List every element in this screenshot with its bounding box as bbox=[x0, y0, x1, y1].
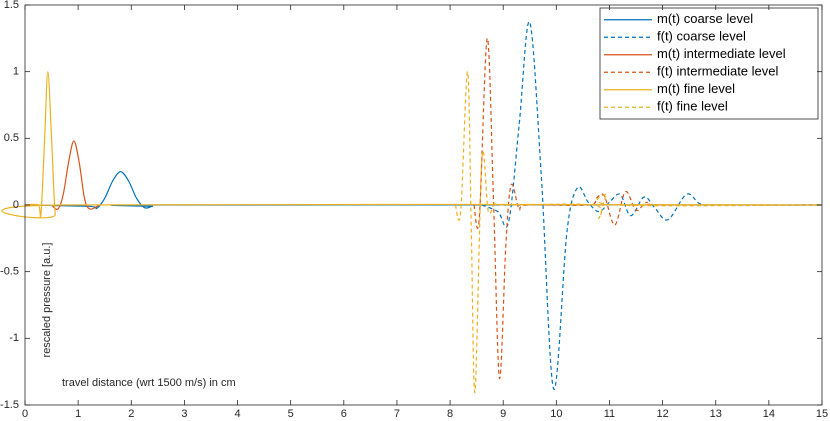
x-tick-label: 12 bbox=[656, 408, 668, 420]
y-tick-label: 1.5 bbox=[4, 0, 19, 11]
y-tick-label: 1 bbox=[13, 66, 19, 78]
x-tick-label: 7 bbox=[394, 408, 400, 420]
y-tick-label: -1.5 bbox=[0, 399, 19, 411]
legend-box bbox=[599, 7, 819, 120]
x-tick-label: 15 bbox=[816, 408, 828, 420]
legend-label: f(t) fine level bbox=[657, 99, 728, 114]
series-line bbox=[1, 71, 823, 219]
x-tick-label: 11 bbox=[604, 408, 615, 420]
x-tick-label: 13 bbox=[710, 408, 722, 420]
y-axis-label: rescaled pressure [a.u.] bbox=[41, 243, 53, 358]
legend-label: m(t) coarse level bbox=[657, 11, 753, 26]
legend-label: f(t) coarse level bbox=[657, 29, 746, 44]
series-line bbox=[51, 140, 100, 210]
legend-label: m(t) intermediate level bbox=[657, 46, 786, 61]
series-line bbox=[454, 71, 823, 393]
x-tick-label: 8 bbox=[447, 408, 453, 420]
y-tick-label: 0 bbox=[13, 199, 19, 211]
legend-label: m(t) fine level bbox=[657, 81, 735, 96]
x-tick-label: 0 bbox=[22, 408, 28, 420]
x-tick-label: 6 bbox=[341, 408, 347, 420]
series-line bbox=[473, 37, 823, 379]
x-tick-label: 4 bbox=[234, 408, 240, 420]
x-tick-label: 10 bbox=[550, 408, 562, 420]
x-tick-label: 5 bbox=[288, 408, 294, 420]
series-line bbox=[24, 171, 823, 210]
y-tick-label: -0.5 bbox=[0, 266, 19, 278]
x-axis-label: travel distance (wrt 1500 m/s) in cm bbox=[62, 377, 236, 389]
legend: m(t) coarse level f(t) coarse level m(t) i… bbox=[599, 7, 819, 120]
legend-label: f(t) intermediate level bbox=[657, 64, 778, 79]
y-tick-label: 0.5 bbox=[4, 132, 19, 144]
x-tick-label: 14 bbox=[763, 408, 775, 420]
x-tick-label: 3 bbox=[181, 408, 187, 420]
series-line bbox=[481, 21, 823, 390]
y-tick-label: -1 bbox=[9, 332, 19, 344]
plot-area bbox=[1, 21, 823, 393]
x-tick-label: 1 bbox=[75, 408, 81, 420]
x-tick-label: 2 bbox=[128, 408, 134, 420]
x-tick-label: 9 bbox=[500, 408, 506, 420]
